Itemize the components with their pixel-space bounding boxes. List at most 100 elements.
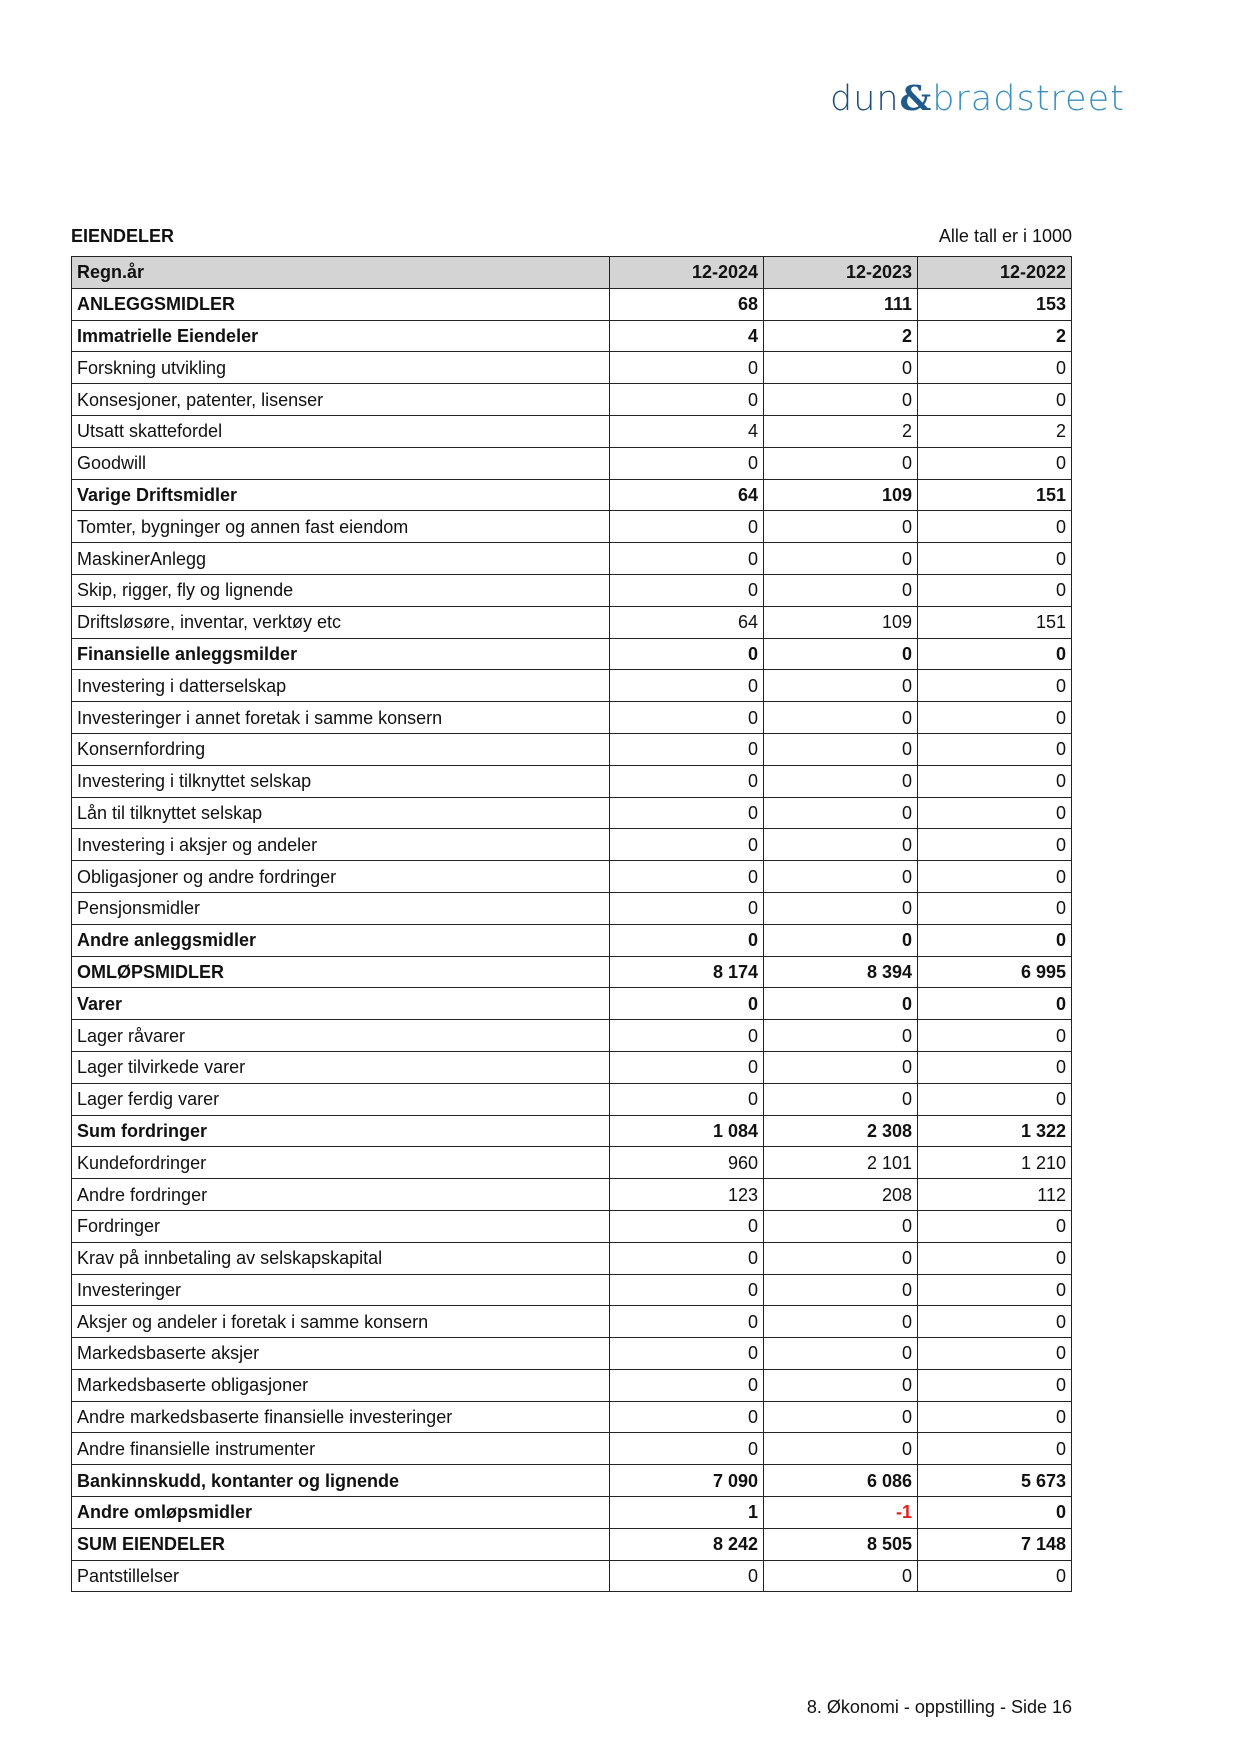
table-row: Pantstillelser 0 0 0 xyxy=(71,1559,1072,1593)
row-label: OMLØPSMIDLER xyxy=(71,955,610,989)
logo-ampersand: & xyxy=(899,78,933,119)
table-row: Fordringer 0 0 0 xyxy=(71,1209,1072,1243)
row-value: 0 xyxy=(609,828,764,862)
row-value: 0 xyxy=(609,1337,764,1370)
table-row: Lager råvarer 0 0 0 xyxy=(71,1019,1072,1052)
row-value: 151 xyxy=(917,605,1072,639)
row-value: 8 174 xyxy=(609,955,764,989)
table-row: Bankinnskudd, kontanter og lignende 7 090… xyxy=(71,1464,1072,1498)
row-value: 0 xyxy=(917,351,1072,385)
row-label: SUM EIENDELER xyxy=(71,1527,610,1561)
table-row: Skip, rigger, fly og lignende 0 0 0 xyxy=(71,573,1072,607)
table-row: Varige Driftsmidler 64 109 151 xyxy=(71,478,1072,512)
row-value: 0 xyxy=(609,1241,764,1275)
row-label: Investeringer i annet foretak i samme ko… xyxy=(71,701,610,734)
row-label: Investering i tilknyttet selskap xyxy=(71,764,610,798)
row-label: Pensjonsmidler xyxy=(71,891,610,925)
row-value: 7 090 xyxy=(609,1464,764,1498)
row-value: 0 xyxy=(609,701,764,734)
row-value: 153 xyxy=(917,287,1072,321)
table-row: Lager ferdig varer 0 0 0 xyxy=(71,1082,1072,1116)
table-row: Investeringer 0 0 0 xyxy=(71,1273,1072,1307)
row-value: 0 xyxy=(917,542,1072,575)
row-value: 0 xyxy=(763,1432,918,1466)
row-label: Andre omløpsmidler xyxy=(71,1496,610,1529)
row-value: 0 xyxy=(917,1305,1072,1339)
row-value: 0 xyxy=(917,669,1072,703)
row-value: 0 xyxy=(917,1337,1072,1370)
row-value: 0 xyxy=(917,1559,1072,1593)
table-row: Immatrielle Eiendeler 4 2 2 xyxy=(71,319,1072,353)
row-value: 0 xyxy=(763,542,918,575)
row-value: 0 xyxy=(763,1400,918,1434)
row-value: 0 xyxy=(763,891,918,925)
row-value: 0 xyxy=(917,1082,1072,1116)
row-value: 0 xyxy=(763,1559,918,1593)
row-value: 0 xyxy=(917,923,1072,957)
row-value: 0 xyxy=(917,637,1072,671)
table-row: Varer 0 0 0 xyxy=(71,987,1072,1021)
header-year: 12-2023 xyxy=(763,256,918,289)
row-value: 1 210 xyxy=(917,1146,1072,1180)
row-value: 0 xyxy=(763,1019,918,1052)
row-value: 0 xyxy=(763,923,918,957)
table-row: Lager tilvirkede varer 0 0 0 xyxy=(71,1050,1072,1084)
table-row: Andre omløpsmidler 1 -1 0 xyxy=(71,1496,1072,1529)
row-value: 0 xyxy=(763,987,918,1021)
row-label: Obligasjoner og andre fordringer xyxy=(71,860,610,893)
row-label: Investeringer xyxy=(71,1273,610,1307)
row-value: 0 xyxy=(609,669,764,703)
row-label: ANLEGGSMIDLER xyxy=(71,287,610,321)
row-value: 0 xyxy=(917,891,1072,925)
row-value: 109 xyxy=(763,478,918,512)
table-row: Lån til tilknyttet selskap 0 0 0 xyxy=(71,796,1072,830)
row-label: Investering i datterselskap xyxy=(71,669,610,703)
row-value: 0 xyxy=(917,860,1072,893)
row-value: 0 xyxy=(763,1273,918,1307)
page-footer: 8. Økonomi - oppstilling - Side 16 xyxy=(806,1697,1072,1717)
row-value: 64 xyxy=(609,605,764,639)
row-value: 960 xyxy=(609,1146,764,1180)
row-value: 0 xyxy=(609,1273,764,1307)
table-row: Investeringer i annet foretak i samme ko… xyxy=(71,701,1072,734)
row-value: 111 xyxy=(763,287,918,321)
row-label: Andre finansielle instrumenter xyxy=(71,1432,610,1466)
row-value: 0 xyxy=(763,828,918,862)
row-value: 0 xyxy=(609,351,764,385)
row-value: 0 xyxy=(609,764,764,798)
row-value: 0 xyxy=(609,510,764,544)
row-value: 0 xyxy=(917,1368,1072,1402)
row-value: 0 xyxy=(609,1432,764,1466)
row-value: 0 xyxy=(763,383,918,416)
row-value: 0 xyxy=(609,1559,764,1593)
row-label: Tomter, bygninger og annen fast eiendom xyxy=(71,510,610,544)
row-value: 0 xyxy=(917,510,1072,544)
header-year: 12-2024 xyxy=(609,256,764,289)
row-label: Lager tilvirkede varer xyxy=(71,1050,610,1084)
row-value: 0 xyxy=(609,383,764,416)
table-row: Investering i aksjer og andeler 0 0 0 xyxy=(71,828,1072,862)
row-value: 7 148 xyxy=(917,1527,1072,1561)
row-value: 68 xyxy=(609,287,764,321)
row-value: 0 xyxy=(763,764,918,798)
row-value: 109 xyxy=(763,605,918,639)
row-label: Driftsløsøre, inventar, verktøy etc xyxy=(71,605,610,639)
table-row: Investering i datterselskap 0 0 0 xyxy=(71,669,1072,703)
row-value: 0 xyxy=(917,1209,1072,1243)
row-value: 1 322 xyxy=(917,1114,1072,1148)
logo-text-bradstreet: bradstreet xyxy=(932,79,1125,119)
table-row: Andre fordringer 123 208 112 xyxy=(71,1178,1072,1211)
table-row: Andre markedsbaserte finansielle investe… xyxy=(71,1400,1072,1434)
unit-note: Alle tall er i 1000 xyxy=(938,226,1072,246)
row-value: 0 xyxy=(763,669,918,703)
table-row: Utsatt skattefordel 4 2 2 xyxy=(71,414,1072,448)
section-title: EIENDELER xyxy=(71,226,175,246)
table-row: Finansielle anleggsmilder 0 0 0 xyxy=(71,637,1072,671)
row-value: 6 086 xyxy=(763,1464,918,1498)
row-label: Skip, rigger, fly og lignende xyxy=(71,573,610,607)
row-label: Pantstillelser xyxy=(71,1559,610,1593)
row-value: 0 xyxy=(609,860,764,893)
row-value: 0 xyxy=(917,828,1072,862)
row-value: 0 xyxy=(609,1050,764,1084)
row-value: 8 242 xyxy=(609,1527,764,1561)
